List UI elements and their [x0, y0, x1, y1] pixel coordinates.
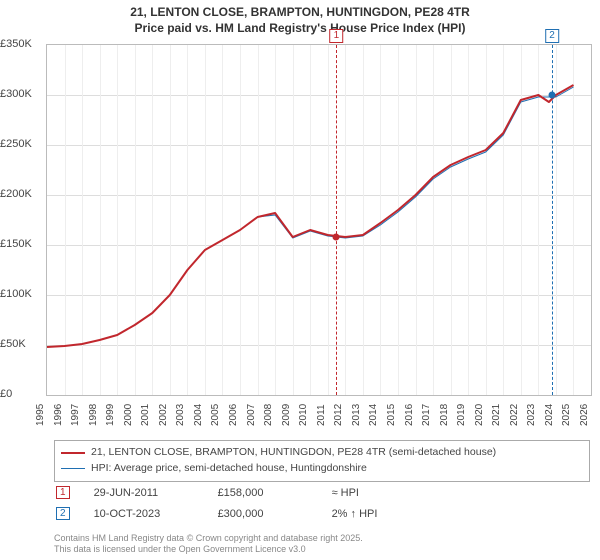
sale-marker-label: 2 [545, 29, 559, 43]
y-tick-label: £100K [0, 288, 42, 300]
sale-marker-line [336, 45, 337, 395]
series-subject [47, 85, 574, 347]
y-tick-label: £50K [0, 338, 42, 350]
x-tick-label: 2006 [228, 404, 234, 426]
event-price: £158,000 [218, 487, 308, 499]
x-tick-label: 2015 [386, 404, 392, 426]
x-tick-label: 2017 [421, 404, 427, 426]
y-tick-label: £300K [0, 88, 42, 100]
title-line1: 21, LENTON CLOSE, BRAMPTON, HUNTINGDON, … [8, 4, 592, 20]
footer-line1: Contains HM Land Registry data © Crown c… [54, 533, 363, 545]
x-tick-label: 1999 [105, 404, 111, 426]
series-svg [47, 45, 591, 395]
x-tick-label: 2019 [456, 404, 462, 426]
y-tick-label: £0 [0, 388, 42, 400]
event-price: £300,000 [218, 508, 308, 520]
event-index: 1 [56, 486, 70, 499]
y-tick-label: £250K [0, 138, 42, 150]
sale-events: 1 29-JUN-2011 £158,000 ≈ HPI 2 10-OCT-2023 £30… [54, 482, 590, 524]
x-tick-label: 2022 [509, 404, 515, 426]
x-tick-label: 1997 [70, 404, 76, 426]
x-tick-label: 2025 [561, 404, 567, 426]
x-tick-label: 2002 [158, 404, 164, 426]
x-tick-label: 1996 [52, 404, 58, 426]
x-tick-label: 2018 [438, 404, 444, 426]
x-tick-label: 2007 [245, 404, 251, 426]
legend: 21, LENTON CLOSE, BRAMPTON, HUNTINGDON, … [54, 440, 590, 482]
title-line2: Price paid vs. HM Land Registry's House … [8, 20, 592, 36]
event-row: 1 29-JUN-2011 £158,000 ≈ HPI [54, 482, 590, 503]
legend-swatch [61, 452, 85, 454]
sale-marker-label: 1 [330, 29, 344, 43]
x-tick-label: 2001 [140, 404, 146, 426]
chart-plot-area: 12 [46, 44, 592, 396]
legend-text: 21, LENTON CLOSE, BRAMPTON, HUNTINGDON, … [91, 445, 496, 461]
event-relation: ≈ HPI [332, 487, 359, 499]
legend-swatch [61, 468, 85, 469]
chart-title: 21, LENTON CLOSE, BRAMPTON, HUNTINGDON, … [0, 0, 600, 38]
x-tick-label: 2023 [526, 404, 532, 426]
x-tick-label: 2012 [333, 404, 339, 426]
x-tick-label: 2021 [491, 404, 497, 426]
x-tick-label: 2011 [316, 404, 322, 426]
x-tick-label: 2009 [281, 404, 287, 426]
x-tick-label: 2004 [193, 404, 199, 426]
event-date: 10-OCT-2023 [94, 508, 194, 520]
x-tick-label: 2008 [263, 404, 269, 426]
event-row: 2 10-OCT-2023 £300,000 2% ↑ HPI [54, 503, 590, 524]
x-tick-label: 2024 [544, 404, 550, 426]
x-tick-label: 2014 [368, 404, 374, 426]
attribution-footer: Contains HM Land Registry data © Crown c… [54, 533, 363, 556]
x-tick-label: 2020 [474, 404, 480, 426]
x-tick-label: 2005 [210, 404, 216, 426]
sale-marker-dot [549, 92, 556, 99]
x-tick-label: 2000 [123, 404, 129, 426]
event-index: 2 [56, 507, 70, 520]
x-tick-label: 2026 [579, 404, 585, 426]
y-tick-label: £350K [0, 38, 42, 50]
legend-text: HPI: Average price, semi-detached house,… [91, 461, 367, 477]
footer-line2: This data is licensed under the Open Gov… [54, 544, 363, 556]
sale-marker-dot [333, 234, 340, 241]
y-tick-label: £150K [0, 238, 42, 250]
event-date: 29-JUN-2011 [94, 487, 194, 499]
x-tick-label: 1995 [35, 404, 41, 426]
x-tick-label: 1998 [88, 404, 94, 426]
y-tick-label: £200K [0, 188, 42, 200]
x-tick-label: 2003 [175, 404, 181, 426]
legend-row: 21, LENTON CLOSE, BRAMPTON, HUNTINGDON, … [61, 445, 583, 461]
legend-row: HPI: Average price, semi-detached house,… [61, 461, 583, 477]
x-axis-ticks: 1995199619971998199920002001200220032004… [46, 398, 590, 432]
event-relation: 2% ↑ HPI [332, 508, 378, 520]
x-tick-label: 2010 [298, 404, 304, 426]
x-tick-label: 2013 [351, 404, 357, 426]
x-tick-label: 2016 [403, 404, 409, 426]
series-hpi [47, 87, 574, 347]
